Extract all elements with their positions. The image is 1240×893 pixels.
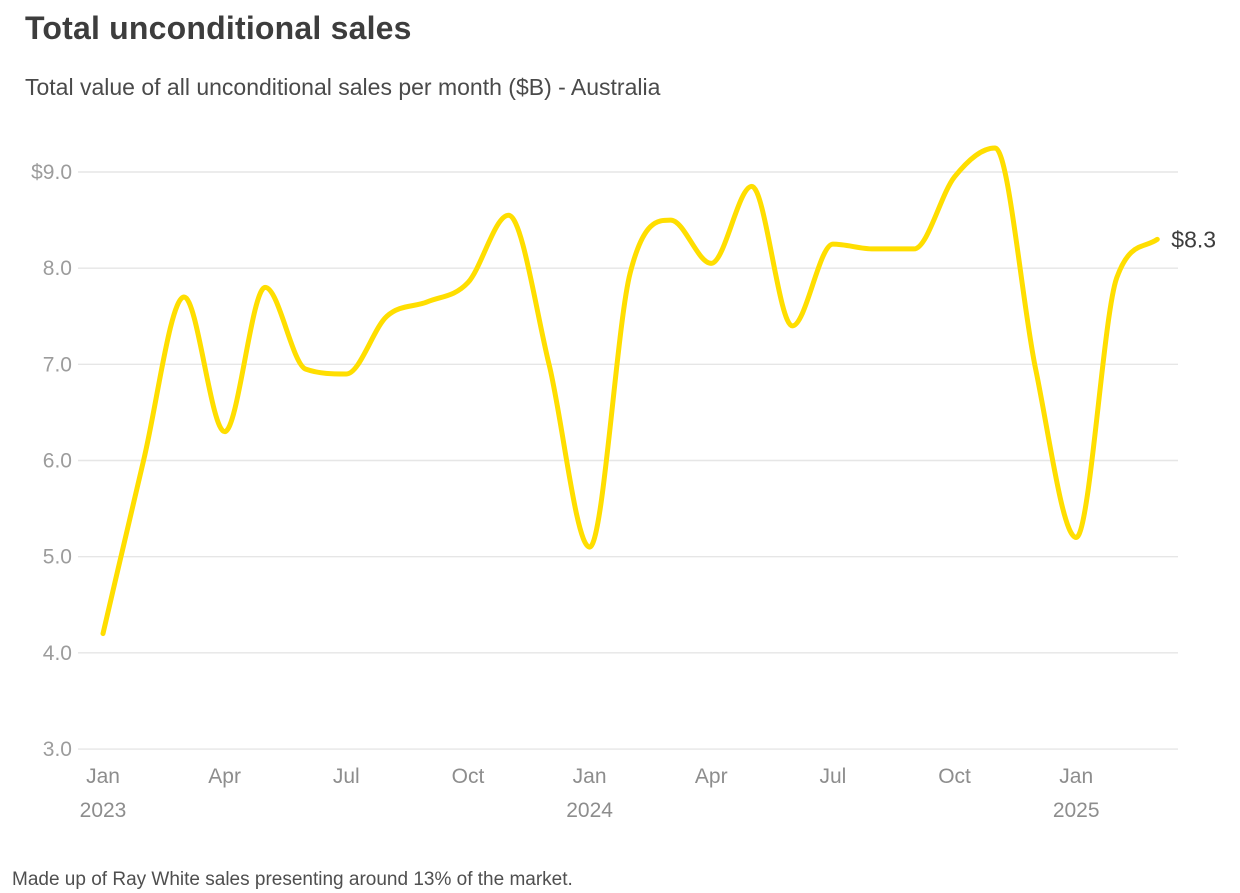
x-axis-tick-label: Oct [938,765,971,788]
chart-title: Total unconditional sales [25,10,412,46]
end-value-label: $8.3 [1171,226,1216,252]
x-axis-year-label: 2023 [80,799,127,822]
x-axis-tick-label: Oct [452,765,485,788]
x-axis-tick-label: Jan [1059,765,1093,788]
x-axis-year-label: 2025 [1053,799,1100,822]
chart-footnote: Made up of Ray White sales presenting ar… [12,869,573,890]
x-axis-tick-label: Jul [333,765,360,788]
x-axis-tick-label: Jan [573,765,607,788]
x-axis-tick-label: Jul [819,765,846,788]
y-axis-tick-label: 6.0 [43,450,72,473]
chart-subtitle: Total value of all unconditional sales p… [25,74,661,100]
x-axis-tick-label: Jan [86,765,120,788]
y-axis-tick-label: 7.0 [43,353,72,376]
x-axis-year-label: 2024 [566,799,613,822]
y-axis-tick-label: 8.0 [43,257,72,280]
x-axis-tick-label: Apr [695,765,728,788]
sales-line [100,145,1160,637]
y-axis-tick-label: $9.0 [31,161,72,184]
y-axis-tick-label: 3.0 [43,738,72,761]
y-axis-tick-label: 5.0 [43,546,72,569]
y-axis-tick-label: 4.0 [43,642,72,665]
x-axis-tick-label: Apr [208,765,241,788]
